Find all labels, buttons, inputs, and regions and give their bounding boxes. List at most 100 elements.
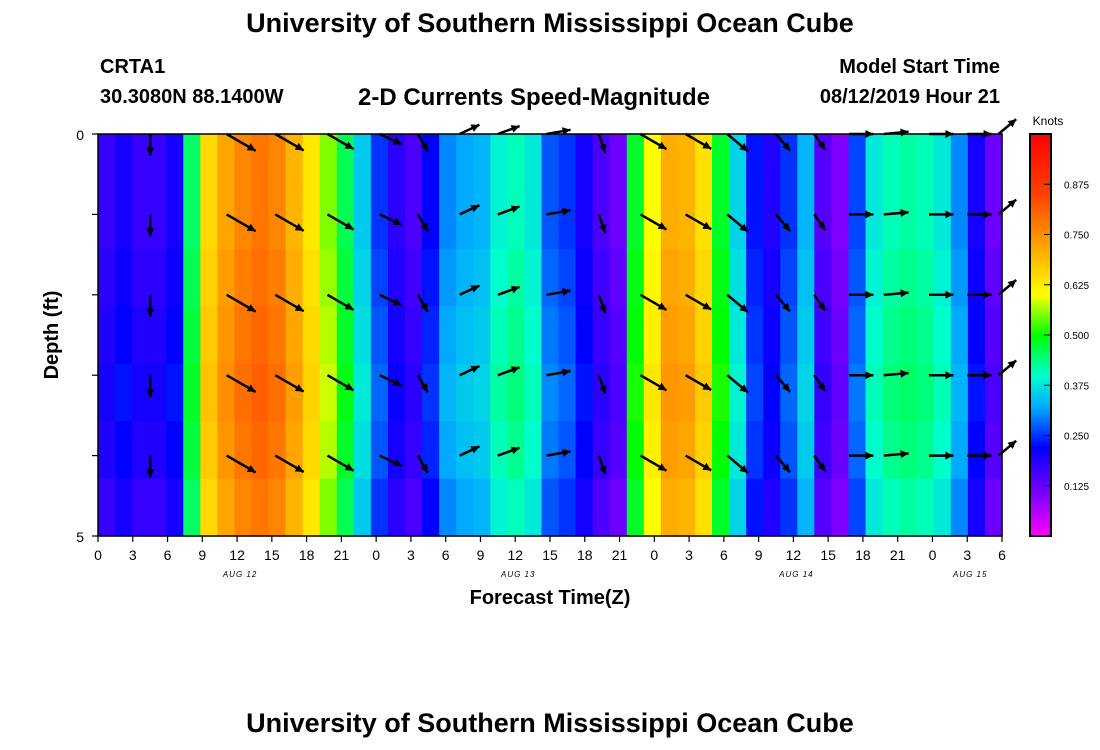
heatmap-cell (149, 248, 167, 307)
heatmap-cell (950, 134, 969, 193)
heatmap-cell (933, 248, 952, 307)
x-tick-label: 0 (650, 547, 658, 563)
vector-arrowhead (781, 463, 790, 473)
x-tick-label: 15 (264, 547, 280, 563)
vector-arrowhead (344, 222, 354, 230)
vector-arrowhead (983, 210, 992, 219)
heatmap-cell (950, 248, 969, 307)
heatmap-cell (643, 478, 662, 537)
heatmap-cell (967, 248, 986, 307)
x-tick-label: 15 (820, 547, 836, 563)
heatmap-cell (422, 478, 440, 537)
heatmap-cell (694, 134, 713, 193)
heatmap-cell (660, 478, 679, 537)
heatmap-cell (831, 421, 850, 480)
vector-arrowhead (1007, 119, 1017, 128)
heatmap-cell (200, 478, 218, 537)
heatmap-cell (575, 248, 594, 307)
heatmap-cell (609, 363, 628, 422)
colorbar-tick-label: 0.375 (1064, 381, 1089, 392)
heatmap-cell (336, 134, 355, 193)
heatmap-cell (660, 134, 679, 193)
heatmap-cell (387, 306, 406, 365)
vector-arrowhead (865, 451, 874, 460)
heatmap-cell (166, 306, 184, 365)
vector-arrowhead (817, 140, 826, 150)
heatmap-cell (899, 478, 918, 537)
heatmap-cell (251, 134, 270, 193)
vector-arrowhead (983, 130, 992, 138)
vector-arrowhead (865, 210, 874, 219)
vector-arrowhead (344, 141, 354, 150)
heatmap-cell (524, 363, 543, 422)
heatmap-cell (626, 306, 645, 365)
heatmap-cell (763, 306, 781, 365)
vector-arrowhead (817, 462, 826, 472)
heatmap-cell (234, 421, 253, 480)
vector-arrowhead (598, 143, 607, 153)
x-tick-label: 6 (442, 547, 450, 563)
heatmap-cell (456, 363, 474, 422)
heatmap-cell (746, 363, 764, 422)
x-date-label: AUG 14 (778, 570, 813, 579)
heatmap-cell (899, 191, 918, 250)
heatmap-cell (405, 363, 423, 422)
x-tick-label: 6 (720, 547, 728, 563)
x-tick-label: 9 (477, 547, 485, 563)
heatmap-cell (729, 478, 747, 537)
heatmap-cell (302, 134, 321, 193)
heatmap-cell (609, 134, 628, 193)
heatmap-cell (984, 306, 1003, 365)
x-tick-label: 0 (372, 547, 380, 563)
heatmap-cell (439, 134, 457, 193)
heatmap-cell (456, 248, 474, 307)
heatmap-cell (268, 306, 287, 365)
heatmap-cell (814, 421, 833, 480)
heatmap-cell (609, 421, 628, 480)
vector-arrowhead (945, 451, 954, 460)
x-tick-label: 3 (407, 547, 415, 563)
vector-arrowhead (246, 223, 256, 232)
heatmap-cell (831, 134, 850, 193)
heatmap-cell (132, 363, 150, 422)
heatmap-cell (916, 191, 935, 250)
vector-arrowhead (294, 223, 304, 231)
vector-arrowhead (562, 127, 571, 136)
heatmap-cell (183, 191, 201, 250)
heatmap-cell (422, 134, 440, 193)
heatmap-cell (984, 248, 1003, 307)
heatmap-cell (200, 363, 218, 422)
vector-arrowhead (739, 223, 748, 232)
heatmap-cell (984, 421, 1003, 480)
heatmap-cell (422, 363, 440, 422)
heatmap-cell (456, 191, 474, 250)
heatmap-cell (626, 478, 645, 537)
heatmap-cell (626, 191, 645, 250)
vector-arrowhead (392, 298, 402, 306)
heatmap-cell (217, 191, 236, 250)
heatmap-cell (302, 306, 321, 365)
heatmap-cell (115, 191, 133, 250)
heatmap-cell (473, 248, 491, 307)
vector-arrowhead (294, 384, 304, 392)
vector-arrowhead (657, 141, 667, 150)
vector-arrowhead (246, 143, 256, 151)
heatmap-cell (882, 306, 901, 365)
colorbar-tick-label: 0.625 (1064, 281, 1089, 292)
heatmap-cell (882, 134, 901, 193)
vector-arrowhead (598, 465, 607, 475)
heatmap-cell (712, 248, 730, 307)
heatmap-cell (933, 191, 952, 250)
heatmap-cell (268, 421, 287, 480)
heatmap-cell (848, 478, 867, 537)
vector-arrowhead (294, 464, 304, 472)
y-tick-label: 5 (76, 529, 84, 545)
vector-arrowhead (702, 462, 712, 471)
heatmap-cell (967, 478, 986, 537)
vector-arrowhead (510, 446, 520, 455)
x-tick-label: 18 (577, 547, 593, 563)
heatmap-cell (302, 478, 321, 537)
vector-arrowhead (983, 451, 992, 460)
heatmap-cell (524, 191, 543, 250)
